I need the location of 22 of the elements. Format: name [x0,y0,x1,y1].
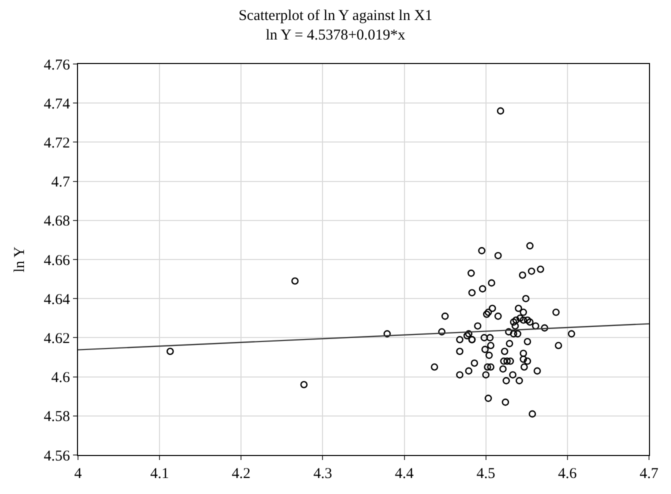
y-tick-label: 4.72 [44,135,70,152]
y-tick-label: 4.68 [44,214,70,230]
x-tick-label: 4.6 [558,466,578,482]
y-tick-label: 4.64 [44,292,70,308]
y-tick-label: 4.76 [44,57,70,74]
x-tick-label: 4.2 [232,466,251,482]
chart-subtitle: ln Y = 4.5378+0.019*x [266,27,406,44]
y-tick-label: 4.56 [44,448,70,464]
x-tick-label: 4 [74,466,82,482]
chart-title: Scatterplot of ln Y against ln X1 [238,8,432,24]
x-tick-label: 4.5 [476,466,496,482]
y-tick-label: 4.7 [51,174,70,191]
y-tick-label: 4.6 [51,370,70,386]
y-tick-label: 4.66 [44,252,70,269]
x-tick-label: 4.3 [313,466,332,482]
x-tick-label: 4.1 [150,466,169,482]
y-tick-label: 4.58 [44,409,70,426]
x-tick-label: 4.4 [394,466,414,482]
x-tick-label: 4.7 [640,466,659,482]
y-tick-label: 4.74 [44,96,70,112]
y-tick-label: 4.62 [44,330,70,347]
y-axis-title: ln Y [12,246,28,272]
